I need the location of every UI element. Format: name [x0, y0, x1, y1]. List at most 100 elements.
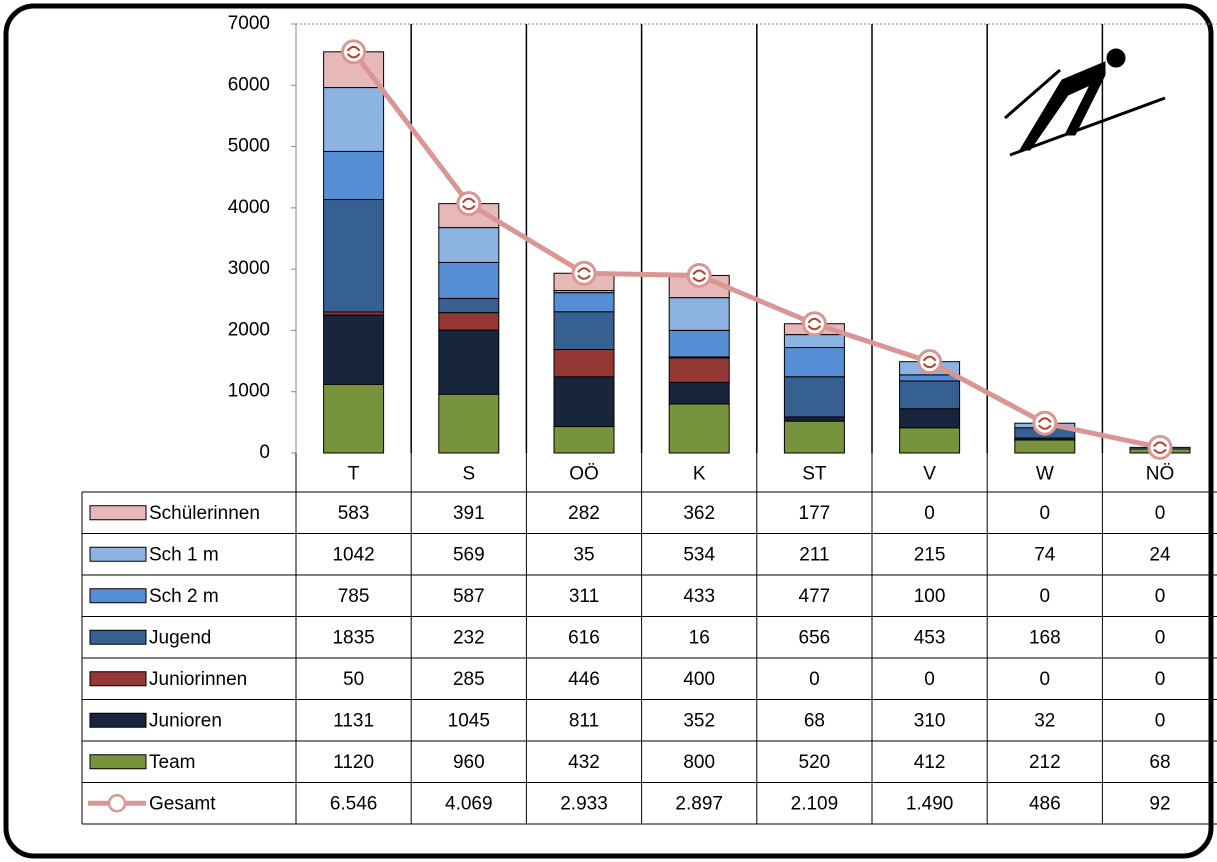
bar-segment	[553, 426, 615, 454]
x-tick-label: S	[462, 464, 475, 485]
bar-segment	[438, 297, 500, 314]
bar-segment	[323, 199, 385, 313]
legend-key	[89, 546, 147, 562]
table-cell: 74	[1034, 544, 1056, 565]
bar-segment	[668, 297, 730, 331]
x-tick-label: W	[1036, 464, 1054, 485]
table-cell: 1.490	[906, 793, 954, 814]
table-cell: 1045	[448, 710, 490, 731]
y-tick-label: 2000	[228, 319, 270, 340]
table-cell: 211	[799, 544, 829, 565]
legend-key	[89, 505, 147, 521]
table-cell: 24	[1149, 544, 1171, 565]
total-marker	[341, 39, 367, 65]
table-cell: 811	[569, 710, 599, 731]
bar-segment	[668, 357, 730, 383]
legend-key	[89, 629, 147, 645]
table-cell: 960	[453, 752, 485, 773]
bar-segment	[438, 329, 500, 395]
bar-segment	[553, 311, 615, 350]
x-tick-label: V	[923, 464, 936, 485]
table-cell: 282	[568, 503, 600, 524]
bar-segment	[668, 381, 730, 405]
bar-segment	[438, 312, 500, 331]
table-cell: 215	[914, 544, 946, 565]
legend-key-marker	[107, 794, 127, 813]
table-cell: 2.109	[791, 793, 839, 814]
bar-segment	[1014, 439, 1076, 454]
total-marker	[1032, 410, 1058, 436]
legend-key	[89, 588, 147, 604]
table-cell: 0	[1040, 503, 1051, 524]
table-cell: 100	[914, 586, 946, 607]
marker-swirl	[346, 45, 361, 59]
y-tick-label: 6000	[228, 74, 270, 95]
table-cell: 32	[1034, 710, 1055, 731]
bar-segment	[553, 376, 615, 428]
table-cell: 432	[568, 752, 600, 773]
table-cell: 0	[1155, 503, 1166, 524]
x-tick-label: K	[693, 464, 706, 485]
table-cell: 800	[683, 752, 715, 773]
bar-segment	[899, 427, 961, 454]
table-cell: 1120	[333, 752, 374, 773]
table-cell: 0	[1155, 586, 1166, 607]
bar-segment	[323, 314, 385, 385]
bar-segment	[438, 393, 500, 454]
table-cell: 453	[914, 627, 946, 648]
table-cell: 212	[1029, 752, 1061, 773]
marker-swirl	[1153, 441, 1167, 454]
table-cell: 656	[799, 627, 831, 648]
table-cell: 486	[1029, 793, 1061, 814]
bar-segment	[323, 150, 385, 201]
table-cell: 569	[453, 544, 485, 565]
y-tick-label: 4000	[228, 197, 270, 218]
table-cell: 0	[924, 669, 935, 690]
legend-key	[89, 671, 147, 687]
table-cell: 477	[799, 586, 831, 607]
table-cell: 0	[1155, 710, 1166, 731]
table-cell: 68	[804, 710, 825, 731]
table-cell: 4.069	[445, 793, 493, 814]
table-cell: 352	[683, 710, 715, 731]
marker-swirl	[577, 267, 591, 280]
legend-label: Sch 1 m	[149, 544, 219, 565]
bar-segment	[899, 374, 961, 382]
x-tick-label: NÖ	[1146, 464, 1175, 485]
table-cell: 311	[569, 586, 599, 607]
table-cell: 310	[914, 710, 946, 731]
y-tick-label: 3000	[228, 258, 270, 279]
table-cell: 412	[914, 752, 946, 773]
total-marker	[686, 262, 712, 288]
marker-swirl	[462, 197, 476, 211]
total-marker	[917, 349, 943, 375]
bar-segment	[783, 376, 845, 418]
y-tick-label: 5000	[228, 136, 270, 157]
legend-label: Juniorinnen	[149, 669, 247, 690]
table-cell: 0	[1040, 669, 1051, 690]
marker-swirl	[922, 355, 937, 369]
table-cell: 2.897	[675, 793, 723, 814]
total-marker	[456, 191, 482, 217]
marker-swirl	[692, 269, 706, 282]
marker-swirl	[1038, 417, 1052, 430]
legend-label: Team	[149, 752, 195, 773]
bar-segment	[323, 87, 385, 152]
bar-segment	[323, 383, 385, 454]
table-cell: 616	[568, 627, 600, 648]
table-cell: 35	[573, 544, 594, 565]
table-cell: 534	[683, 544, 715, 565]
bar-segment	[668, 329, 730, 358]
ski-jumper-icon	[1004, 48, 1166, 157]
y-tick-label: 1000	[228, 381, 270, 402]
table-cell: 785	[338, 586, 370, 607]
table-cell: 285	[453, 669, 485, 690]
x-tick-label: ST	[802, 464, 827, 485]
bar-segment	[438, 227, 500, 263]
legend-key	[89, 754, 147, 770]
table-cell: 1042	[332, 544, 374, 565]
bar-segment	[553, 348, 615, 378]
bar-segment	[438, 261, 500, 299]
table-cell: 50	[343, 669, 364, 690]
